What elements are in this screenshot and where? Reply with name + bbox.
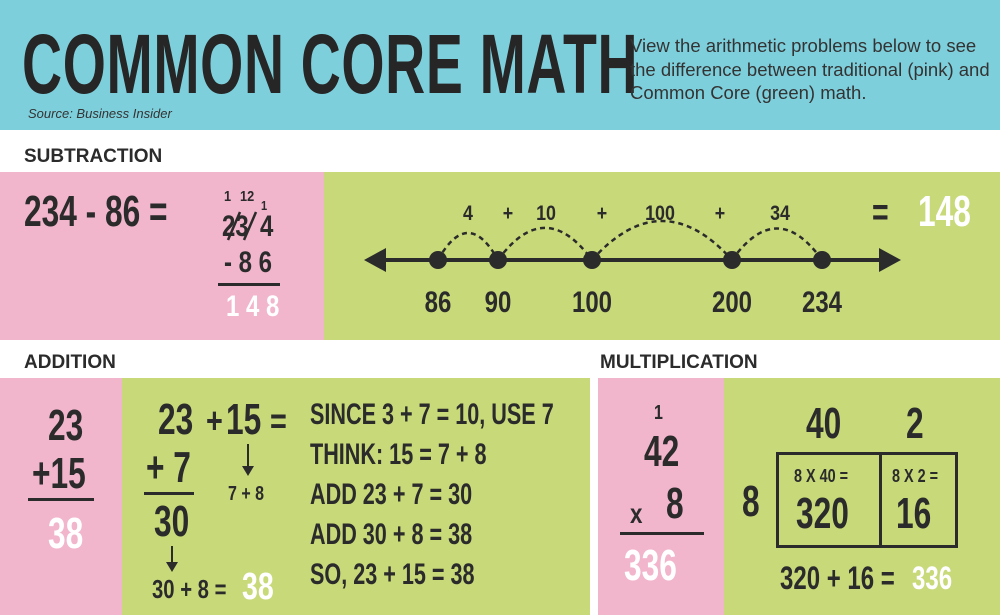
jump-arc xyxy=(496,226,594,261)
number-line-label: 234 xyxy=(802,284,842,318)
arrow-left-icon xyxy=(364,248,386,272)
number-line-point xyxy=(489,251,507,269)
subtraction-rule xyxy=(218,283,280,286)
mult-rule xyxy=(620,532,704,535)
cell2-value: 16 xyxy=(896,489,932,538)
cc-plus7: + 7 xyxy=(146,443,191,492)
addition-label: ADDITION xyxy=(24,352,116,373)
number-line-point xyxy=(723,251,741,269)
jump-label: 4 xyxy=(463,202,473,226)
subtraction-equation: 234 - 86 = xyxy=(24,187,168,236)
jump-label: + xyxy=(715,202,725,226)
page-title: COMMON CORE MATH xyxy=(22,17,639,111)
subtraction-result: 1 4 8 xyxy=(226,290,280,323)
addition-rule xyxy=(28,498,94,501)
addition-commoncore-panel xyxy=(122,378,590,615)
number-line-label: 90 xyxy=(485,284,512,318)
area-col-2: 2 xyxy=(906,399,924,448)
step-2: THINK: 15 = 7 + 8 xyxy=(310,438,487,471)
jump-arc xyxy=(730,227,824,261)
number-line-point xyxy=(583,251,601,269)
borrow-12: 12 xyxy=(240,188,255,205)
cc-eq-plus: + xyxy=(206,400,223,441)
subtraction-bottom: - 8 6 xyxy=(224,246,273,279)
mult-bottom: 8 xyxy=(666,479,684,528)
cc-final-answer: 38 xyxy=(242,566,274,608)
jump-arc xyxy=(436,231,500,261)
jump-arc xyxy=(591,219,733,261)
subtraction-traditional-panel xyxy=(0,172,324,340)
cc-eq-a: 23 xyxy=(158,395,194,444)
jump-label: 100 xyxy=(645,202,675,226)
mult-sum: 320 + 16 = xyxy=(780,560,895,596)
borrow-1b: 1 xyxy=(261,198,268,213)
addition-result: 38 xyxy=(48,509,84,558)
cell1-label: 8 X 40 = xyxy=(794,466,849,486)
number-line-point xyxy=(429,251,447,269)
subtraction-label: SUBTRACTION xyxy=(24,146,163,167)
mult-sum-answer: 336 xyxy=(912,560,953,596)
mult-x: x xyxy=(630,498,643,529)
subtraction-answer: 148 xyxy=(918,187,971,236)
arrow-right-icon xyxy=(879,248,901,272)
arrow-down-icon xyxy=(242,444,254,476)
area-model-divider xyxy=(879,452,882,548)
borrow-1: 1 xyxy=(224,188,232,205)
source-credit: Source: Business Insider xyxy=(28,106,172,121)
number-line-label: 200 xyxy=(712,284,752,318)
number-line-label: 86 xyxy=(425,284,452,318)
arrow-down-icon xyxy=(166,546,178,572)
subtraction-top-tail: 4 xyxy=(260,210,274,243)
jump-label: + xyxy=(597,202,607,226)
cc-rule xyxy=(144,492,194,495)
mult-carry: 1 xyxy=(654,402,663,424)
step-5: SO, 23 + 15 = 38 xyxy=(310,558,475,591)
jump-label: 34 xyxy=(770,202,790,226)
number-line-label: 100 xyxy=(572,284,612,318)
cc-eq-equals: = xyxy=(270,400,287,441)
strike-marks xyxy=(226,211,258,241)
number-line: 86 90 100 200 234 4 +10 +100 +34 xyxy=(364,202,901,319)
number-line-point xyxy=(813,251,831,269)
area-model-box xyxy=(776,452,958,548)
intro-text: View the arithmetic problems below to se… xyxy=(630,35,990,103)
area-row-8: 8 xyxy=(742,477,760,526)
multiplication-label: MULTIPLICATION xyxy=(600,352,758,373)
cc-final: 30 + 8 = xyxy=(152,574,227,604)
cell2-label: 8 X 2 = xyxy=(892,466,939,486)
mult-top: 42 xyxy=(644,427,680,476)
header-banner xyxy=(0,0,1000,130)
area-col-40: 40 xyxy=(806,399,842,448)
subtraction-equals: = xyxy=(872,192,889,234)
addition-top: 23 xyxy=(48,401,84,450)
cc-eq-b: 15 xyxy=(226,395,262,444)
multiplication-commoncore-panel xyxy=(724,378,1000,615)
step-3: ADD 23 + 7 = 30 xyxy=(310,478,473,511)
multiplication-traditional-panel xyxy=(598,378,724,615)
jump-label: 10 xyxy=(536,202,556,226)
addition-traditional-panel xyxy=(0,378,122,615)
mult-result: 336 xyxy=(624,541,677,590)
cc-split: 7 + 8 xyxy=(228,483,265,505)
step-4: ADD 30 + 8 = 38 xyxy=(310,518,473,551)
addition-bottom: +15 xyxy=(32,449,86,498)
jump-label: + xyxy=(503,202,513,226)
cell1-value: 320 xyxy=(796,489,849,538)
cc-30: 30 xyxy=(154,497,190,546)
step-1: SINCE 3 + 7 = 10, USE 7 xyxy=(310,398,554,431)
